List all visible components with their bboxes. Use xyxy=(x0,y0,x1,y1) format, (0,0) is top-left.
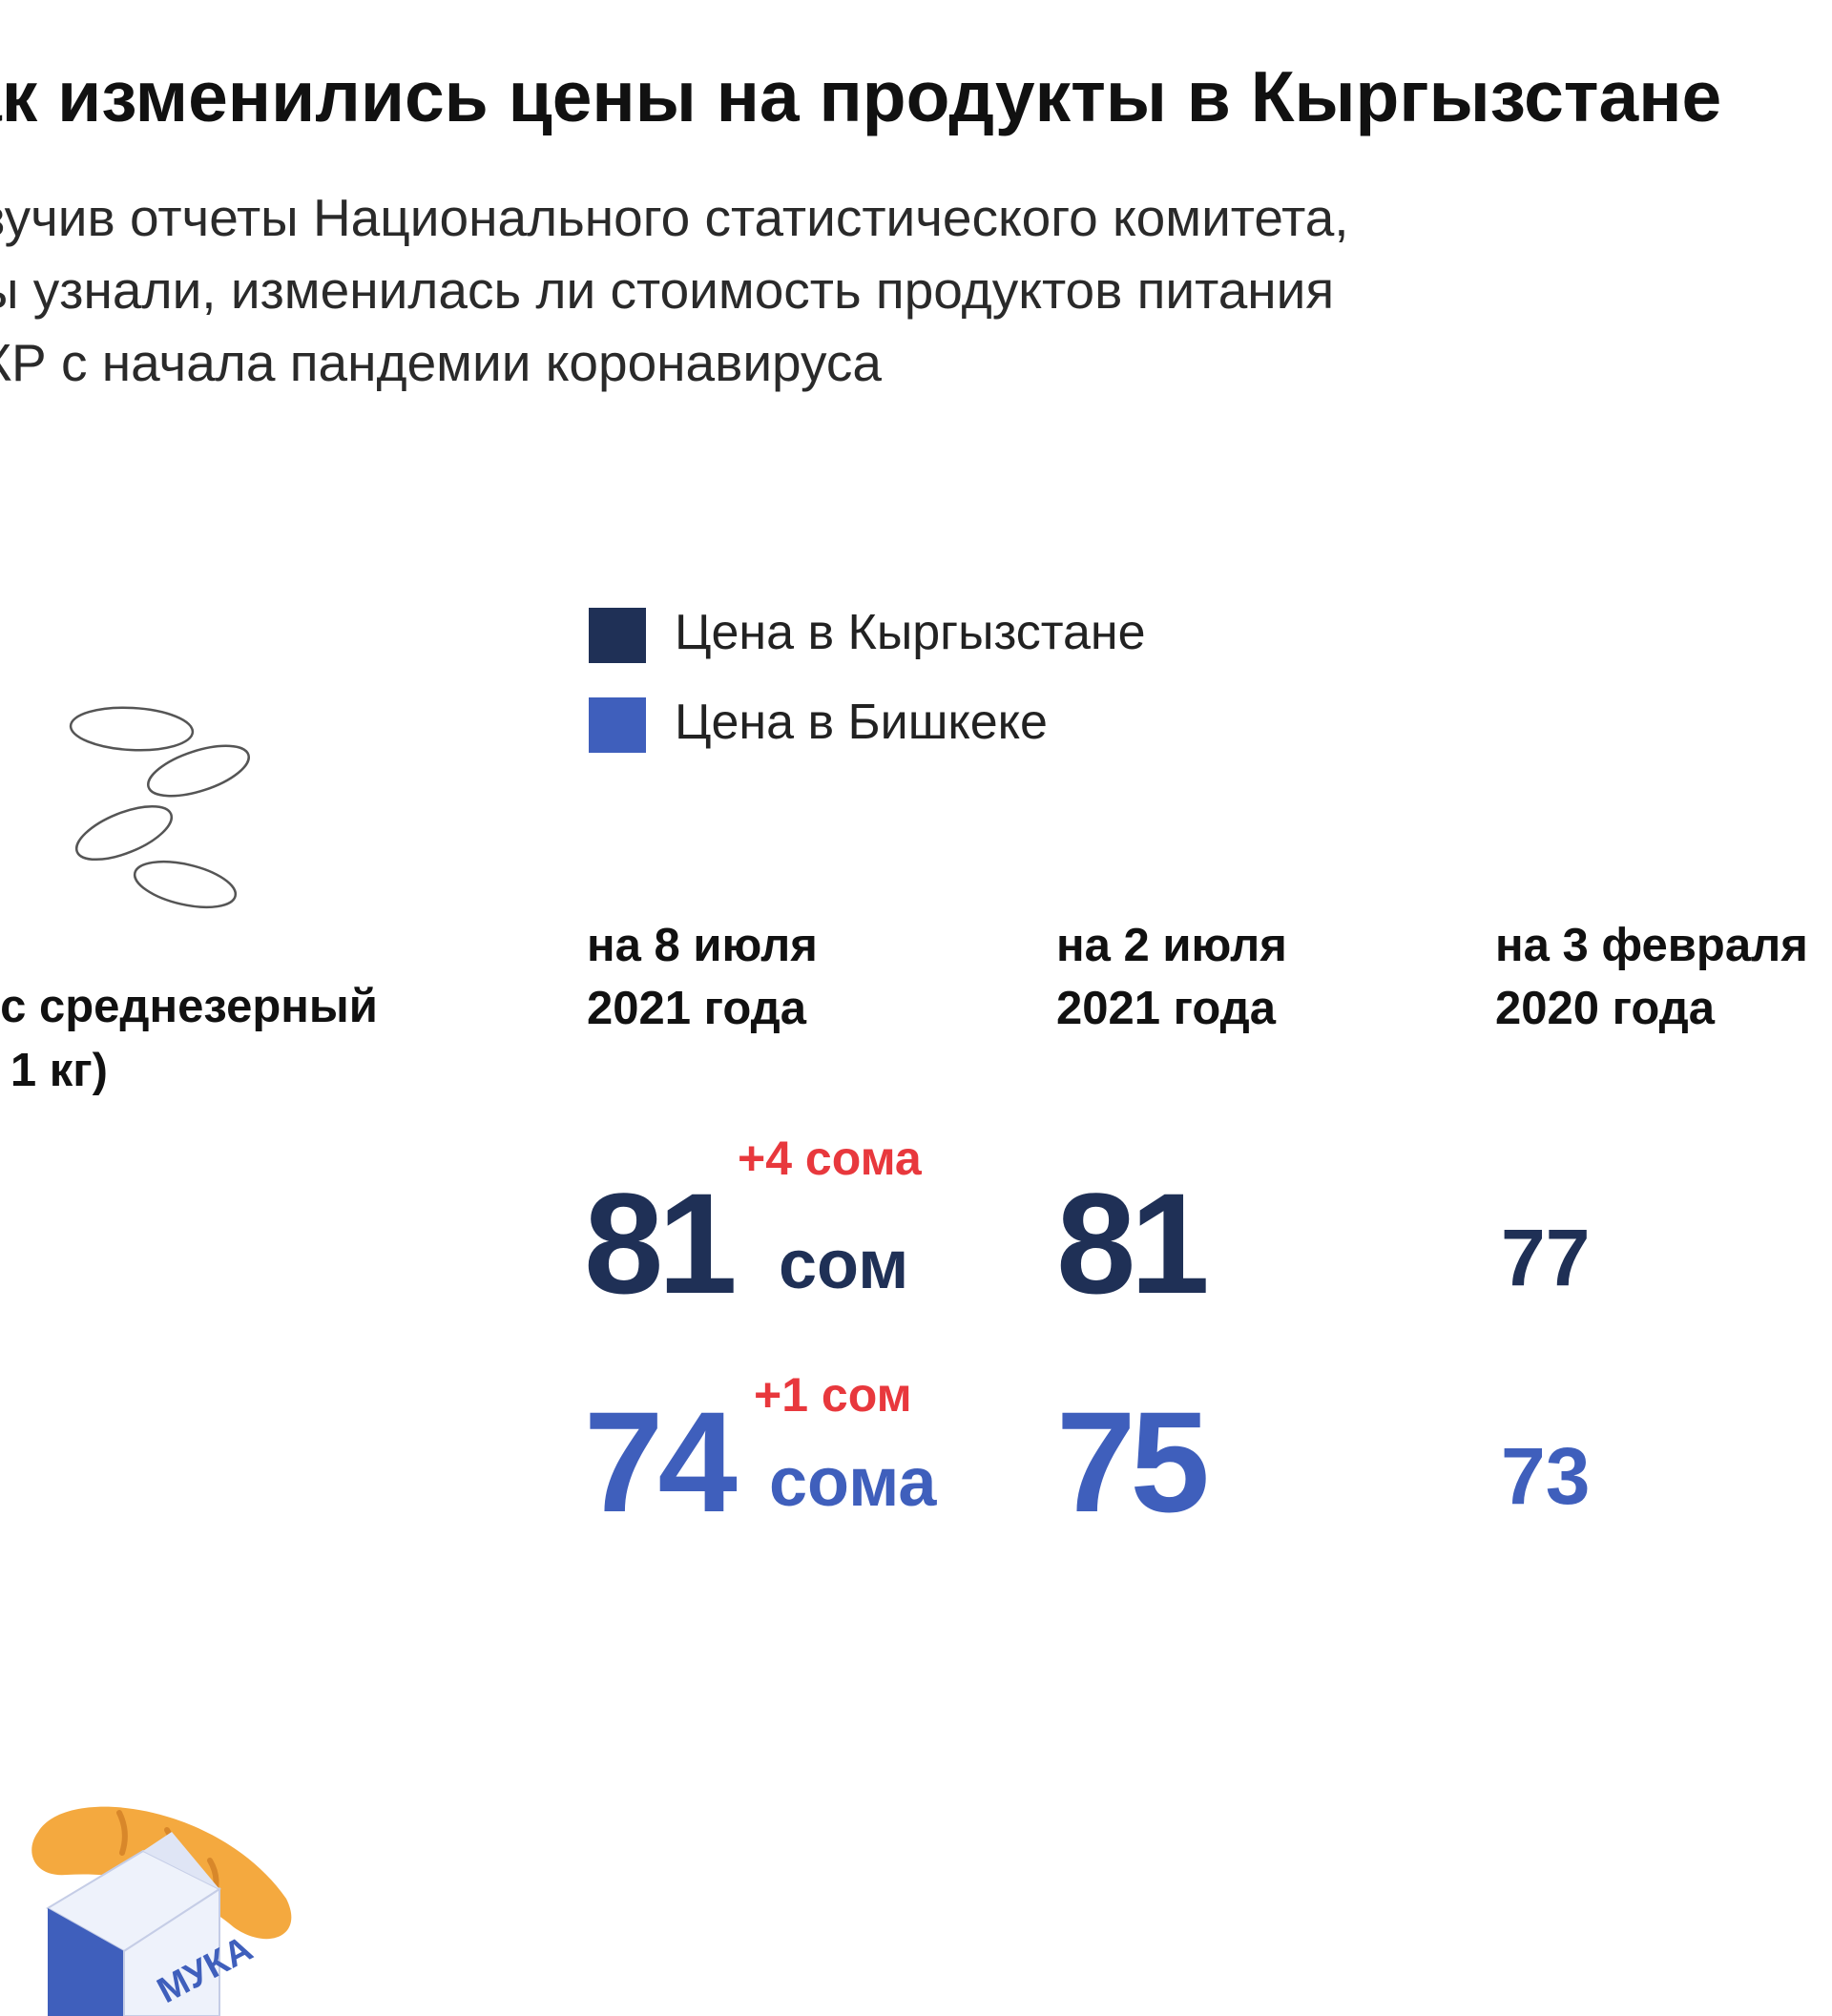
price-bishkek-feb3: 73 xyxy=(1501,1431,1591,1521)
subtitle-line: ы узнали, изменилась ли стоимость продук… xyxy=(0,260,1335,320)
legend-swatch-bishkek xyxy=(589,697,646,753)
column-header-line: на 3 февраля xyxy=(1495,920,1808,971)
legend-swatch-kyrgyzstan xyxy=(589,608,646,663)
price-bishkek-july2: 75 xyxy=(1056,1382,1210,1542)
column-header-line: 2021 года xyxy=(1056,983,1277,1034)
product-unit: а 1 кг) xyxy=(0,1045,108,1096)
price-change-kyrgyzstan: +4 сома xyxy=(738,1132,922,1185)
price-kyrgyzstan-feb3: 77 xyxy=(1501,1213,1591,1302)
product-name: ис среднезерный xyxy=(0,981,378,1032)
rice-grains-icon xyxy=(57,696,267,921)
page-title: ак изменились цены на продукты в Кыргызс… xyxy=(0,56,1722,136)
column-header-date-3: на 3 февраля 2020 года xyxy=(1495,914,1808,1040)
column-header-line: на 8 июля xyxy=(587,920,818,971)
column-header-date-2: на 2 июля 2021 года xyxy=(1056,914,1287,1040)
column-header-line: 2021 года xyxy=(587,983,807,1034)
price-kyrgyzstan-current: 81 xyxy=(584,1163,738,1323)
legend-label-bishkek: Цена в Бишкеке xyxy=(675,695,1048,750)
flour-bread-icon: МУКА xyxy=(29,1794,305,2016)
price-kyrgyzstan-july2: 81 xyxy=(1056,1163,1210,1323)
legend-label-kyrgyzstan: Цена в Кыргызстане xyxy=(675,605,1146,660)
subtitle-line: КР с начала пандемии коронавируса xyxy=(0,333,882,392)
price-unit-kyrgyzstan: сом xyxy=(779,1227,909,1303)
column-header-line: на 2 июля xyxy=(1056,920,1287,971)
subtitle-line: зучив отчеты Национального статистическо… xyxy=(0,188,1349,247)
column-header-date-1: на 8 июля 2021 года xyxy=(587,914,818,1040)
price-unit-bishkek: сома xyxy=(769,1444,937,1521)
price-change-bishkek: +1 сом xyxy=(754,1368,912,1422)
column-header-line: 2020 года xyxy=(1495,983,1716,1034)
price-bishkek-current: 74 xyxy=(584,1382,738,1542)
